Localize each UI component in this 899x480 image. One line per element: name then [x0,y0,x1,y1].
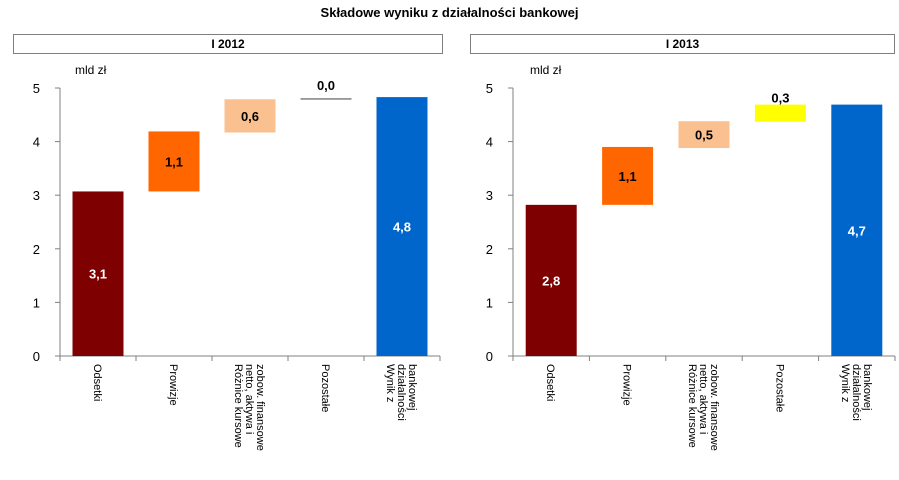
bar [754,104,806,122]
category-label-line: Wynik z [839,364,851,402]
data-label: 0,3 [771,91,789,106]
category-label: Wynik zdziałalnościbankowej [839,364,873,421]
y-tick-label: 4 [486,135,493,150]
y-tick-label: 2 [486,242,493,257]
data-label: 0,6 [241,109,259,124]
bar [678,121,730,149]
category-label-line: Pozostałe [319,364,331,412]
data-label: 1,1 [619,169,637,184]
y-tick-label: 2 [33,242,40,257]
bar [148,131,200,192]
category-label-line: Wynik z [384,364,396,402]
y-tick-label: 4 [33,135,40,150]
y-tick-label: 1 [33,295,40,310]
bar [831,104,883,356]
category-label-line: netto, aktywa i [697,364,709,434]
category-label-line: Prowizje [167,364,179,406]
category-label-line: Odsetki [91,364,103,401]
y-tick-label: 0 [33,349,40,364]
category-label: Odsetki [544,364,556,401]
bar [300,98,352,100]
category-label: Pozostałe [319,364,331,412]
category-label-line: Różnice kursowe [686,364,698,448]
category-label-line: bankowej [861,364,873,410]
category-label: Prowizje [621,364,633,406]
y-tick-label: 3 [486,188,493,203]
bar [72,191,124,356]
data-label: 0,5 [695,128,713,143]
unit-label: mld zł [75,63,107,77]
panel-header-2012: I 2012 [13,34,443,54]
y-tick-label: 1 [486,295,493,310]
panel-header-2013: I 2013 [470,34,895,54]
category-label: Wynik zdziałalnościbankowej [384,364,418,421]
category-label-line: zobow. finansowe [708,364,720,451]
category-label-line: działalności [850,364,862,421]
bar [376,97,428,356]
bar [602,146,654,205]
category-label: Różnice kursowenetto, aktywa izobow. fin… [232,364,266,451]
chart-title: Składowe wyniku z działalności bankowej [320,5,579,20]
category-label: Pozostałe [773,364,785,412]
y-tick-label: 5 [486,81,493,96]
category-label: Odsetki [91,364,103,401]
y-tick-label: 0 [486,349,493,364]
category-label-line: Odsetki [544,364,556,401]
y-tick-label: 3 [33,188,40,203]
bar [525,204,577,356]
data-label: 2,8 [542,273,560,288]
y-tick-label: 5 [33,81,40,96]
category-label-line: działalności [395,364,407,421]
data-label: 3,1 [89,267,107,282]
category-label-line: netto, aktywa i [243,364,255,434]
category-label: Prowizje [167,364,179,406]
data-label: 4,7 [848,223,866,238]
data-label: 1,1 [165,154,183,169]
category-label-line: bankowej [406,364,418,410]
category-label-line: zobow. finansowe [254,364,266,451]
data-label: 0,0 [317,78,335,93]
category-label-line: Prowizje [621,364,633,406]
data-label: 4,8 [393,220,411,235]
category-label-line: Różnice kursowe [232,364,244,448]
category-label: Różnice kursowenetto, aktywa izobow. fin… [686,364,720,451]
category-label-line: Pozostałe [773,364,785,412]
unit-label: mld zł [530,63,562,77]
bar [224,99,276,133]
